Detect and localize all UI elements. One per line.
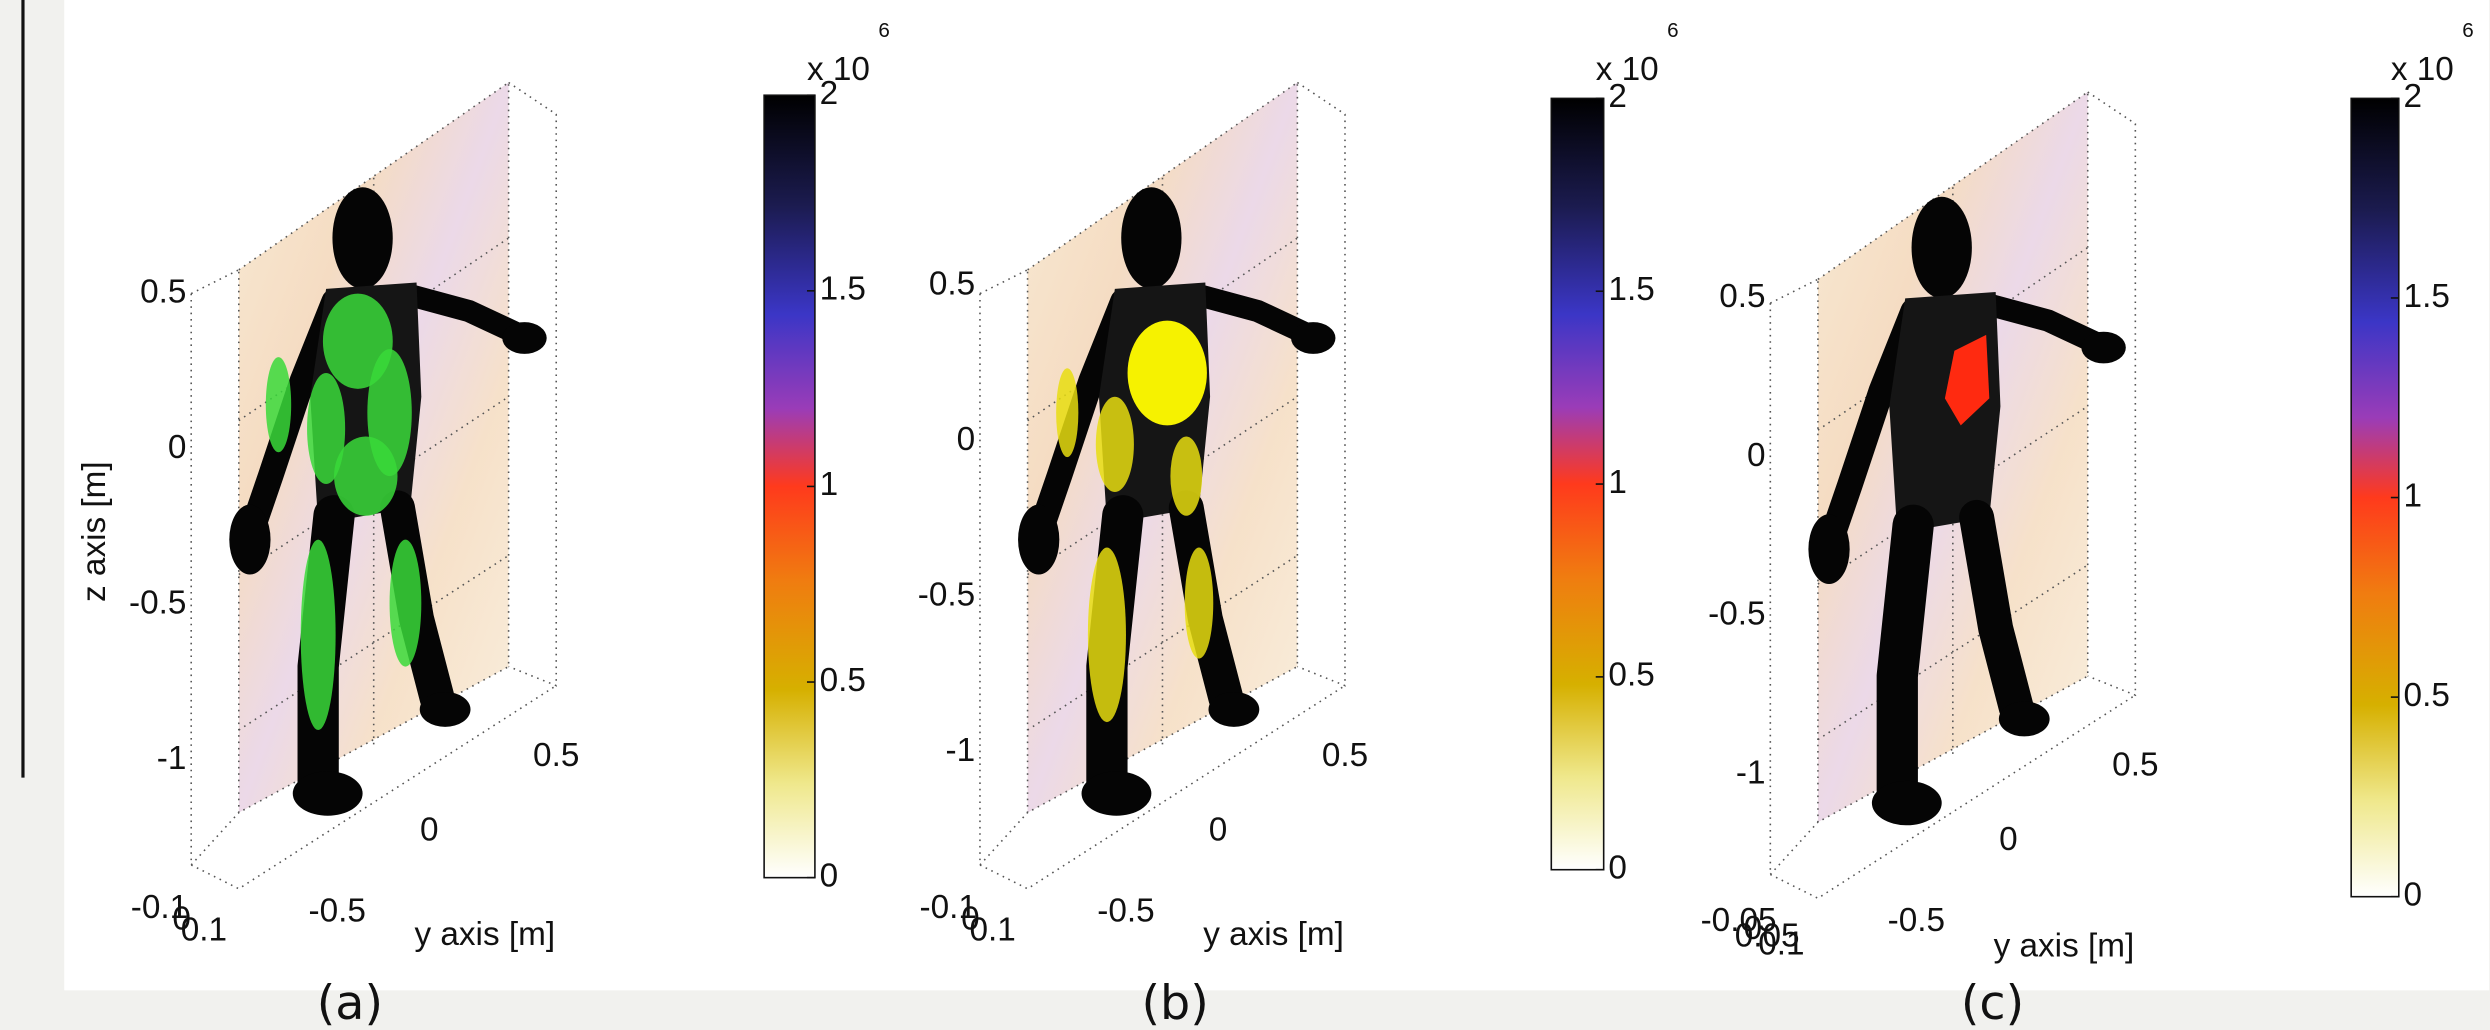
colorbar-tick-label: 2 (1608, 78, 1627, 115)
colorbar-tick-label: 2 (2404, 78, 2423, 115)
colorbar-multiplier: x 10 (807, 51, 870, 88)
colorbar-tick-label: 1 (2404, 477, 2423, 514)
yellow-patch (1056, 368, 1079, 458)
y-tick-label: 0 (1209, 811, 1228, 848)
colorbar-tick-label: 0.5 (1608, 657, 1654, 694)
y-axis-label: y axis [m] (1203, 916, 1344, 953)
y-axis-label: y axis [m] (414, 916, 555, 953)
x-tick-label: 0.1 (970, 911, 1016, 948)
scene-3d (1770, 92, 2135, 898)
colorbar-multiplier: x 10 (1596, 51, 1659, 88)
x-tick-label: -0.1 (131, 889, 188, 926)
z-tick-label: -0.5 (129, 584, 186, 621)
x-tick-label: 0.1 (1758, 926, 1804, 963)
colorbar-tick-label: 0.5 (820, 662, 866, 699)
z-tick-label: -0.5 (918, 577, 975, 614)
panel: 0.50-0.5-1-0.500.5y axis [m]-0.0500.050.… (1701, 19, 2474, 1030)
x-tick-label: 0 (961, 900, 980, 937)
yellow-patch (1095, 396, 1134, 492)
colorbar-tick-label: 0 (820, 857, 839, 894)
y-tick-label: -0.5 (309, 892, 366, 929)
panel-caption: (a) (317, 976, 383, 1030)
y-tick-label: 0 (420, 811, 439, 848)
panel: 0.50-0.5-1-0.500.5y axis [m]-0.100.121.5… (918, 19, 1679, 1030)
x-tick-label: 0 (1744, 910, 1763, 947)
panel: 0.5 0 -0.5 -1 z axis [m] -0.5 0 0.5 y axis [m] -0… (76, 19, 890, 1030)
x-tick-label: 0.1 (181, 911, 227, 948)
yellow-patch (1170, 436, 1203, 516)
y-axis-label: y axis [m] (1994, 927, 2135, 964)
colorbar (1550, 97, 1605, 871)
y-tick-label: 0.5 (533, 737, 579, 774)
colorbar-tick-label: 1.5 (1608, 271, 1654, 308)
colorbar-exponent: 6 (2462, 19, 2473, 42)
colorbar-tick-label: 0.5 (2404, 677, 2450, 714)
x-tick-label: 0.05 (1735, 918, 1800, 955)
z-tick-label: -1 (946, 732, 976, 769)
z-tick-label: 0 (957, 421, 976, 458)
green-patch (307, 372, 346, 485)
colorbar-tick-label: 1.5 (820, 271, 866, 308)
colorbar-exponent: 6 (1667, 19, 1678, 42)
yellow-patch (1184, 547, 1214, 659)
panel-caption: (c) (1961, 976, 2024, 1030)
colorbar-multiplier: x 10 (2391, 51, 2454, 88)
yellow-torso (1127, 320, 1207, 426)
y-tick-label: -0.5 (1888, 902, 1945, 939)
z-tick-label: -1 (1736, 754, 1766, 791)
z-tick-label: 0.5 (140, 273, 186, 310)
z-tick-label: 0.5 (1719, 278, 1765, 315)
scene-3d (980, 83, 1345, 889)
x-tick-label: 0 (172, 900, 191, 937)
z-tick-label: 0 (168, 429, 187, 466)
scene-3d (191, 83, 556, 889)
x-tick-label: -0.1 (920, 889, 977, 926)
x-tick-label: -0.05 (1701, 902, 1777, 939)
colorbar-tick-label: 1.5 (2404, 278, 2450, 315)
yellow-patch (1087, 547, 1126, 723)
green-patch (389, 539, 422, 667)
red-patch (1944, 334, 1990, 426)
colorbar-tick-label: 0 (1608, 850, 1627, 887)
z-axis-label: z axis [m] (76, 461, 113, 602)
colorbar-tick-label: 2 (820, 75, 839, 112)
y-tick-label: -0.5 (1097, 892, 1154, 929)
green-patch (300, 539, 336, 731)
colorbar-tick-label: 1 (1608, 464, 1627, 501)
colorbar (763, 94, 816, 879)
y-tick-label: 0.5 (1322, 737, 1368, 774)
panel-caption: (b) (1141, 976, 1208, 1030)
y-tick-label: 0 (1999, 821, 2018, 858)
z-tick-label: 0 (1747, 437, 1766, 474)
green-patch (265, 357, 292, 453)
z-tick-label: -0.5 (1708, 596, 1765, 633)
colorbar-tick-label: 0 (2404, 876, 2423, 913)
y-tick-label: 0.5 (2112, 746, 2158, 783)
z-tick-label: 0.5 (929, 265, 975, 302)
colorbar-tick-label: 1 (820, 466, 839, 503)
colorbar-exponent: 6 (878, 19, 889, 42)
z-tick-label: -1 (157, 740, 187, 777)
green-patch (334, 436, 398, 516)
